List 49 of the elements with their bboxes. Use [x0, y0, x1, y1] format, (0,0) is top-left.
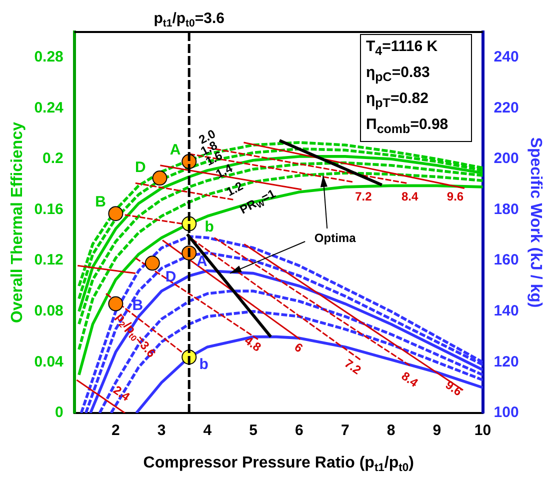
annotation: b	[199, 356, 208, 373]
x-tick-label: 10	[474, 422, 492, 440]
annotation: η$_{pC}$=0.83	[366, 63, 431, 86]
y-axis-title: Overall Thermal Efficiency	[9, 122, 26, 323]
annotation: 1.2	[224, 178, 246, 199]
x-tick-label: 2	[112, 422, 120, 440]
x-tick-label: 6	[295, 422, 304, 440]
annotation: 4.8	[242, 333, 264, 355]
annotation: 7.2	[342, 356, 364, 378]
y-tick-label: 0.04	[34, 353, 64, 370]
y2-tick-label: 180	[494, 200, 519, 218]
y-tick-label: 0.08	[34, 302, 64, 320]
y-tick-label: 0.24	[34, 99, 64, 116]
y2-axis-title: Specific Work (kJ / kg)	[526, 137, 544, 308]
y-tick-label: 0.12	[34, 252, 64, 269]
annotation: B	[132, 296, 144, 314]
annotation: A	[196, 253, 208, 270]
y-tick-label: 0.16	[34, 200, 64, 218]
y2-tick-label: 120	[494, 353, 519, 370]
annotation: A	[170, 141, 181, 158]
y-tick-label: 0.28	[34, 48, 64, 66]
annotation: T$_{4}$=1116 K	[366, 37, 439, 60]
y2-tick-label: 220	[494, 99, 519, 116]
x-tick-label: 4	[203, 422, 212, 440]
y2-tick-label: 200	[494, 150, 519, 168]
x-tick-label: 7	[340, 422, 350, 440]
annotation: 8.4	[398, 368, 421, 390]
y2-tick-label: 140	[494, 302, 519, 320]
x-tick-label: 3	[157, 422, 166, 440]
annotation: η$_{pT}$=0.82	[366, 89, 430, 112]
annotation: b	[204, 218, 214, 236]
x-tick-label: 9	[432, 422, 442, 440]
annotation: D	[165, 268, 176, 286]
x-tick-label: 8	[386, 422, 396, 440]
annotation: Π$_{comb}$=0.98	[366, 115, 450, 138]
y2-tick-label: 100	[494, 404, 519, 422]
annotation: 6	[292, 340, 306, 356]
annotation: 2.4	[110, 382, 133, 404]
annotation: 7.2	[355, 189, 372, 204]
annotation: Optima	[314, 230, 356, 245]
y-tick-label: 0	[55, 404, 64, 422]
x-tick-label: 5	[249, 422, 258, 440]
annotation: 9.6	[446, 189, 464, 204]
y2-tick-label: 160	[494, 252, 519, 269]
y-tick-label: 0.2	[42, 150, 64, 168]
y2-tick-label: 240	[494, 48, 519, 66]
annotation: D	[135, 159, 146, 176]
annotation: 8.4	[401, 189, 418, 204]
annotation: B	[95, 193, 106, 210]
